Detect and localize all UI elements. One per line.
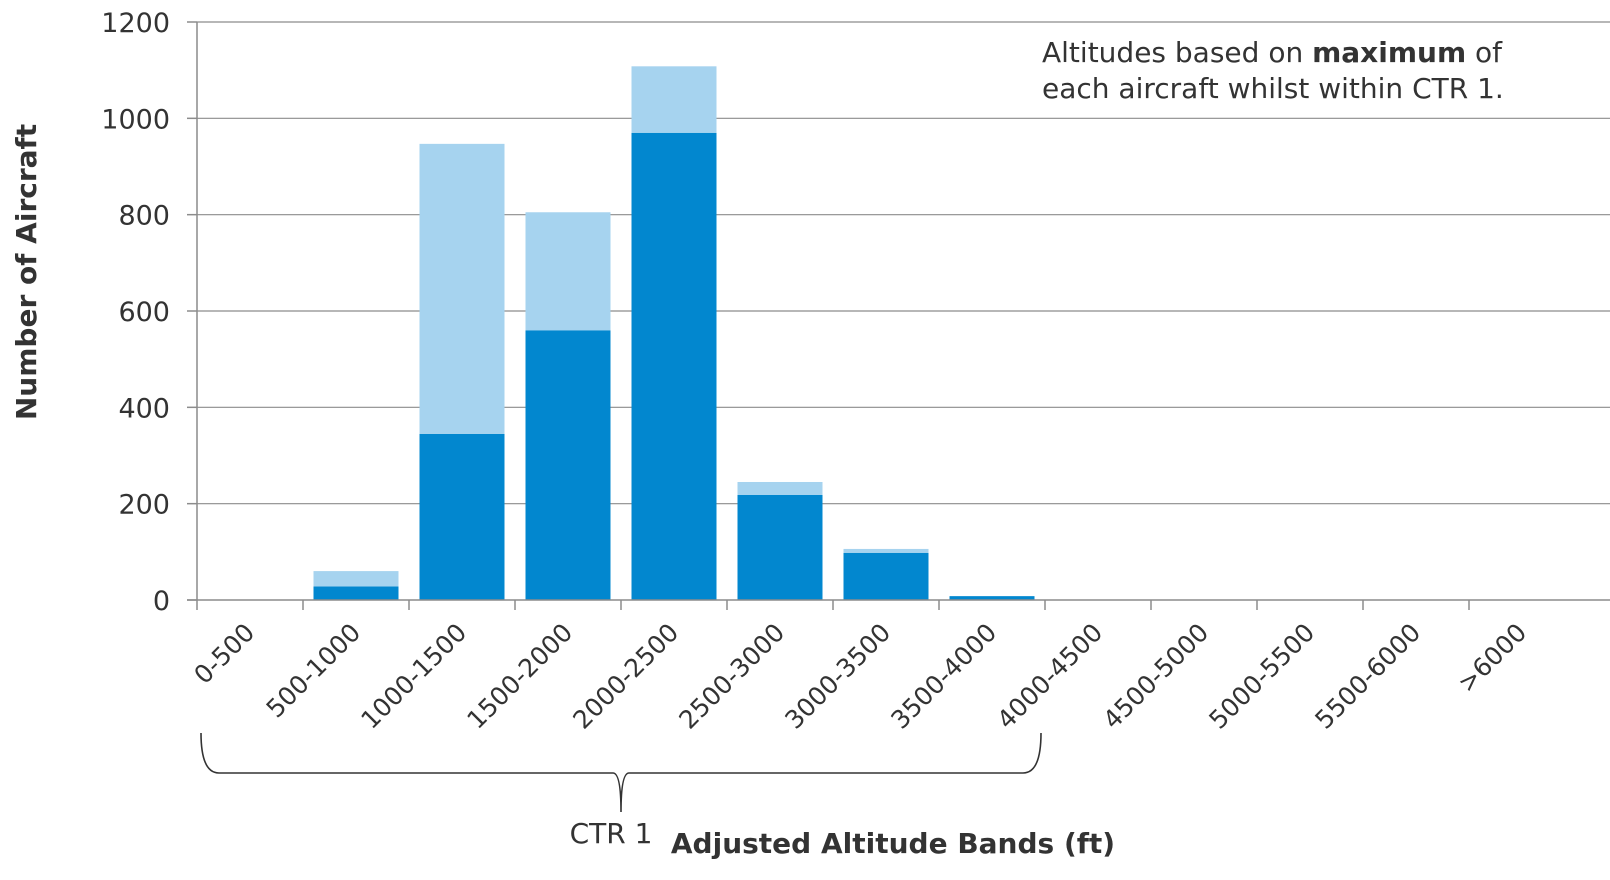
bar-1500-2000-series-1 (525, 330, 611, 600)
y-axis-title: Number of Aircraft (10, 124, 43, 420)
x-axis-title: Adjusted Altitude Bands (ft) (671, 827, 1115, 860)
x-tick-label-1000-1500: 1000-1500 (355, 618, 472, 735)
annotation-line-1-end: of (1466, 36, 1503, 69)
bar-500-1000-series-2 (313, 571, 399, 587)
bar-500-1000-series-1 (313, 586, 399, 600)
x-tick-label-4500-5000: 4500-5000 (1097, 618, 1214, 735)
bar-1000-1500-series-1 (419, 433, 505, 600)
x-tick-label-5500-6000: 5500-6000 (1309, 618, 1426, 735)
x-tick-label-3000-3500: 3000-3500 (779, 618, 896, 735)
y-tick-label-1200: 1200 (101, 8, 170, 39)
annotation-line-1: Altitudes based on maximum of (1042, 36, 1503, 69)
annotation-line-2: each aircraft whilst within CTR 1. (1042, 72, 1504, 105)
x-tick-label-4000-4500: 4000-4500 (991, 618, 1108, 735)
gridlines (187, 21, 1610, 601)
ctr-bracket (200, 732, 1042, 813)
annotation-line-1-start: Altitudes based on (1042, 36, 1312, 69)
bar-1000-1500-series-2 (419, 143, 505, 434)
y-tick-label-200: 200 (118, 490, 170, 521)
y-tick-label-1000: 1000 (101, 104, 170, 135)
x-tick-label-0-500: 0-500 (188, 618, 260, 690)
x-tick-label->6000: >6000 (1452, 618, 1532, 698)
ctr-bracket-label: CTR 1 (570, 817, 653, 850)
bar-3500-4000-series-1 (949, 596, 1035, 600)
bar-2500-3000-series-2 (737, 481, 823, 495)
annotation-line-1-bold: maximum (1312, 36, 1466, 69)
bar-2000-2500-series-2 (631, 66, 717, 133)
bar-1500-2000-series-2 (525, 212, 611, 331)
x-tick-label-500-1000: 500-1000 (261, 618, 367, 724)
bar-2500-3000-series-1 (737, 494, 823, 600)
x-tick-label-2000-2500: 2000-2500 (567, 618, 684, 735)
x-tick-label-2500-3000: 2500-3000 (673, 618, 790, 735)
x-tick-label-1500-2000: 1500-2000 (461, 618, 578, 735)
bar-2000-2500-series-1 (631, 132, 717, 601)
x-tick-labels: 0-500 500-10001000-15001500-20002000-2500… (188, 618, 1532, 735)
axes (187, 22, 1610, 610)
bar-3000-3500-series-2 (843, 548, 929, 553)
bars (313, 66, 1035, 601)
y-tick-label-0: 0 (153, 586, 170, 617)
y-tick-label-600: 600 (118, 297, 170, 328)
bar-3000-3500-series-1 (843, 552, 929, 600)
y-tick-label-400: 400 (118, 393, 170, 424)
x-tick-label-5000-5500: 5000-5500 (1203, 618, 1320, 735)
y-tick-labels: 0 200 400 600 800 1000 1200 (101, 8, 170, 617)
y-tick-label-800: 800 (118, 201, 170, 232)
x-tick-label-3500-4000: 3500-4000 (885, 618, 1002, 735)
